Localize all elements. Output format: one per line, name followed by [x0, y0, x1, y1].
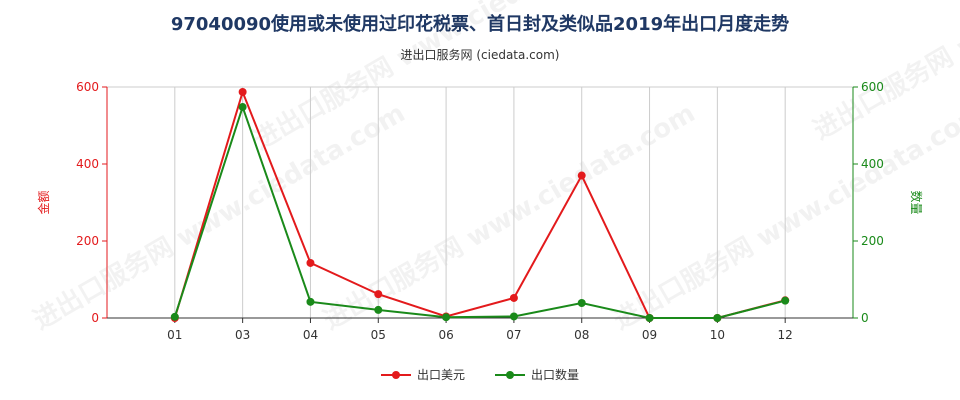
data-point-qty[interactable] [306, 297, 315, 306]
y-axis-title-right: 数量 [909, 190, 924, 214]
legend-swatch-qty [495, 369, 525, 381]
chart-subtitle: 进出口服务网 (ciedata.com) [400, 48, 560, 62]
x-tick-label: 06 [438, 328, 453, 342]
data-point-qty[interactable] [713, 314, 722, 322]
data-point-qty[interactable] [645, 314, 654, 322]
legend-label-qty: 出口数量 [531, 368, 580, 382]
x-tick-label: 07 [506, 328, 521, 342]
legend-swatch-usd [380, 369, 411, 381]
data-point-qty[interactable] [238, 103, 247, 112]
data-point-usd[interactable] [306, 258, 315, 267]
y-tick-label-left: 200 [76, 234, 99, 248]
data-point-qty[interactable] [374, 305, 383, 314]
x-tick-label: 10 [710, 328, 725, 342]
data-point-qty[interactable] [442, 313, 451, 322]
y-tick-label-right: 200 [861, 234, 884, 248]
x-tick-label: 09 [642, 328, 657, 342]
series-line-qty [173, 103, 786, 319]
x-tick-label: 03 [235, 328, 250, 342]
y-axis-title-left: 金额 [36, 190, 51, 214]
watermark-text: 进出口服务网 www.ciedata.com [249, 0, 631, 156]
legend: 出口美元 出口数量 [0, 366, 960, 383]
y-tick-label-right: 0 [861, 311, 869, 325]
y-tick-label-left: 0 [91, 311, 99, 325]
legend-item-qty[interactable]: 出口数量 [495, 366, 579, 383]
x-tick-label: 12 [778, 328, 793, 342]
chart-title: 97040090使用或未使用过印花税票、首日封及类似品2019年出口月度走势 [170, 14, 790, 35]
y-tick-label-left: 600 [76, 80, 99, 94]
x-tick-label: 01 [167, 328, 182, 342]
y-tick-label-right: 400 [861, 157, 884, 171]
data-point-usd[interactable] [374, 290, 383, 299]
data-point-qty[interactable] [170, 312, 179, 321]
x-tick-label: 04 [303, 328, 318, 342]
y-tick-label-right: 600 [861, 80, 884, 94]
data-point-usd[interactable] [238, 88, 247, 97]
legend-label-usd: 出口美元 [416, 368, 465, 382]
data-point-usd[interactable] [509, 293, 518, 302]
data-point-qty[interactable] [781, 296, 790, 305]
x-tick-label: 08 [574, 328, 589, 342]
data-point-usd[interactable] [577, 171, 586, 180]
legend-item-usd[interactable]: 出口美元 [380, 366, 465, 383]
x-tick-label: 05 [371, 328, 386, 342]
y-tick-label-left: 400 [76, 157, 99, 171]
data-point-qty[interactable] [509, 312, 518, 321]
data-point-qty[interactable] [577, 298, 586, 307]
